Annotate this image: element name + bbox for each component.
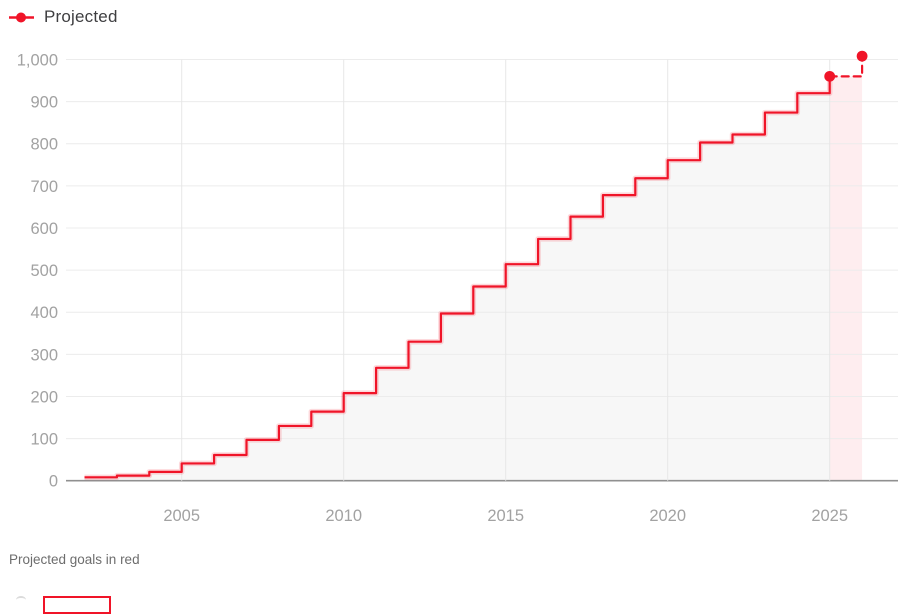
y-tick-label: 300 — [30, 346, 58, 364]
y-tick-label: 100 — [30, 431, 58, 449]
y-tick-label: 500 — [30, 262, 58, 280]
projected-point-2025[interactable] — [824, 70, 836, 82]
x-tick-label: 2025 — [811, 507, 848, 525]
area-fill — [84, 93, 830, 481]
step-chart: 0 100 200 300 400 500 600 700 800 900 1,000 2005 201… — [17, 50, 898, 525]
y-gridlines: 0 100 200 300 400 500 600 700 800 900 1,000 — [17, 52, 898, 491]
y-tick-label: 800 — [30, 136, 58, 154]
y-tick-label: 600 — [30, 220, 58, 238]
projected-point-2026[interactable] — [856, 50, 868, 62]
chart-area: 0 100 200 300 400 500 600 700 800 900 1,000 2005 201… — [17, 50, 898, 525]
partial-cutoff-icon — [16, 596, 26, 604]
x-tick-label: 2005 — [163, 507, 200, 525]
y-tick-label: 200 — [30, 388, 58, 406]
x-tick-label: 2010 — [325, 507, 362, 525]
y-tick-label: 900 — [30, 94, 58, 112]
projected-legend-marker-icon — [8, 11, 35, 24]
chart-caption: Projected goals in red — [9, 552, 140, 567]
legend-label: Projected — [44, 7, 118, 26]
legend-item-projected[interactable]: Projected — [8, 7, 118, 27]
x-gridlines: 2005 2010 2015 2020 2025 — [163, 59, 848, 525]
projected-band — [829, 76, 863, 481]
partial-red-swatch[interactable] — [43, 596, 111, 614]
y-tick-label: 1,000 — [17, 52, 58, 70]
step-line — [84, 76, 831, 479]
x-tick-label: 2020 — [649, 507, 686, 525]
y-tick-label: 0 — [49, 473, 58, 491]
x-tick-label: 2015 — [487, 507, 524, 525]
y-tick-label: 700 — [30, 178, 58, 196]
y-tick-label: 400 — [30, 304, 58, 322]
legend-dot — [16, 12, 26, 22]
